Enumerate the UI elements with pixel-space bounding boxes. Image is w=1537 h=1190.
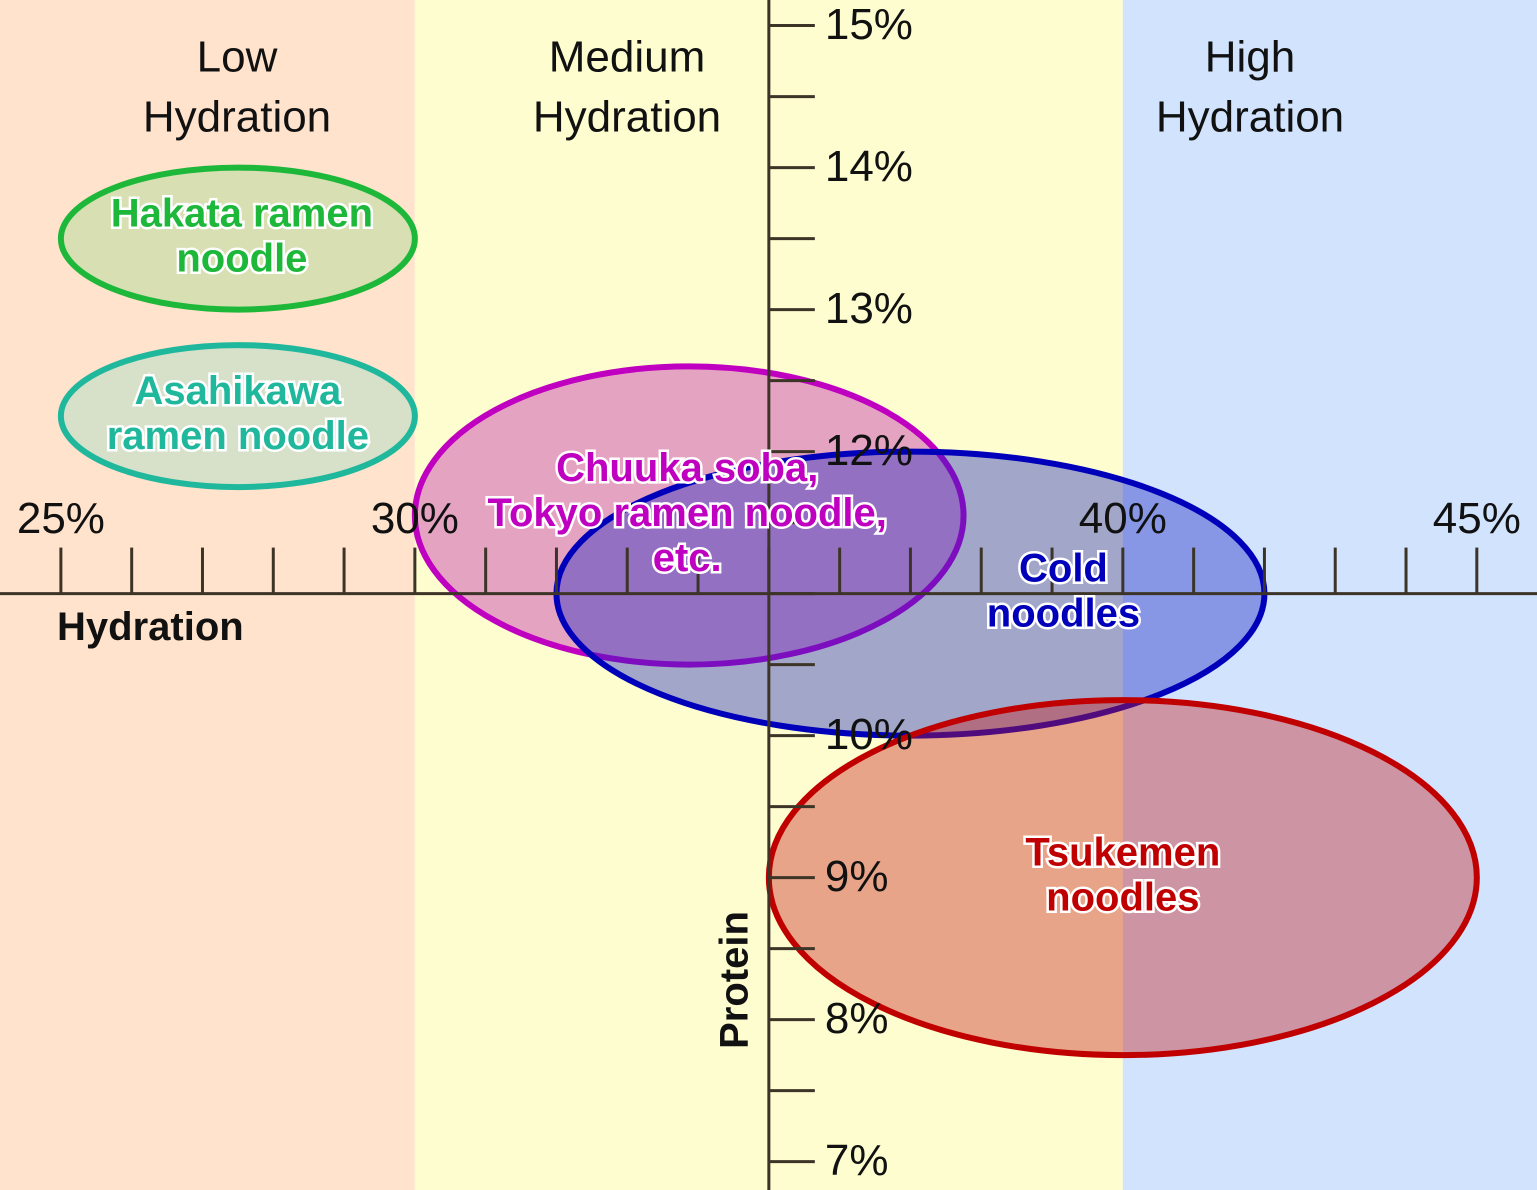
x-axis-title: Hydration (57, 605, 244, 649)
y-tick-label: 10% (825, 710, 913, 759)
zone-label: Low (197, 33, 278, 82)
group-label: Chuuka soba, (556, 446, 818, 490)
y-tick-label: 8% (825, 994, 889, 1043)
group-label: Tokyo ramen noodle, (488, 491, 887, 535)
x-tick-label: 25% (17, 494, 105, 543)
zone-label: Hydration (143, 93, 331, 142)
group-label: noodle (176, 237, 307, 281)
group-ellipse (57, 342, 418, 491)
zone-label: Hydration (533, 93, 721, 142)
x-tick-label: 40% (1079, 494, 1167, 543)
zone-label: Hydration (1156, 93, 1344, 142)
zone-label: High (1205, 33, 1296, 82)
labels: Low Hydration Medium Hydration High Hydration… (17, 0, 1521, 1185)
group-label: etc. (653, 536, 722, 580)
y-tick-label: 7% (825, 1136, 889, 1185)
group-label: ramen noodle (107, 414, 369, 458)
group-label: Cold (1019, 547, 1108, 591)
group-label: Hakata ramen (111, 192, 373, 236)
x-tick-label: 30% (371, 494, 459, 543)
x-tick-label: 45% (1433, 494, 1521, 543)
y-tick-label: 13% (825, 284, 913, 333)
group-label: Asahikawa (134, 369, 342, 413)
group-label: noodles (1046, 876, 1199, 920)
y-axis-title: Protein (712, 911, 756, 1049)
y-tick-label: 14% (825, 142, 913, 191)
zone-label: Medium (549, 33, 706, 82)
group-ellipse (57, 164, 418, 313)
y-tick-label: 12% (825, 426, 913, 475)
group-label: noodles (987, 592, 1140, 636)
group-label: Tsukemen (1025, 831, 1220, 875)
y-tick-label: 15% (825, 0, 913, 49)
y-tick-label: 9% (825, 852, 889, 901)
group-ellipse (411, 363, 967, 668)
